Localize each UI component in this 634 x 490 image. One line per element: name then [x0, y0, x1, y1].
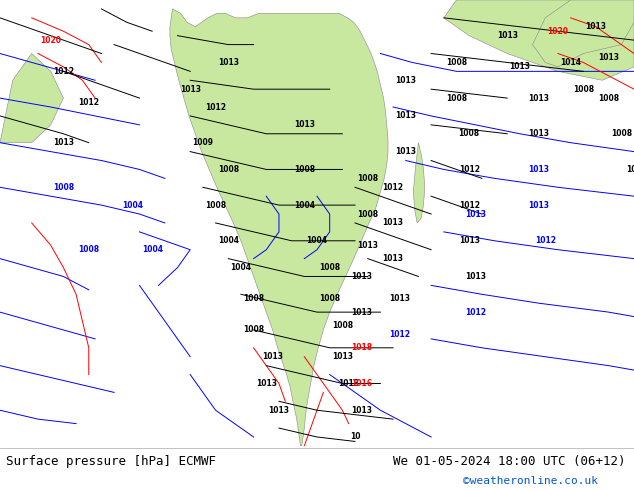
- Text: 1008: 1008: [446, 58, 467, 67]
- Text: 1008: 1008: [598, 94, 619, 102]
- Polygon shape: [413, 143, 425, 223]
- Text: 1008: 1008: [78, 245, 100, 254]
- Text: 1013: 1013: [389, 294, 410, 303]
- Text: 1013: 1013: [351, 308, 372, 317]
- Text: 1013: 1013: [528, 200, 550, 210]
- Text: 1013: 1013: [509, 62, 531, 72]
- Text: 10: 10: [350, 433, 360, 441]
- Text: 1012: 1012: [534, 236, 556, 245]
- Text: 1013: 1013: [458, 236, 480, 245]
- Text: 1012: 1012: [458, 165, 480, 174]
- Text: 1013: 1013: [395, 111, 417, 121]
- Text: 1013: 1013: [382, 219, 404, 227]
- Text: 1008: 1008: [243, 325, 264, 335]
- Text: 1013: 1013: [528, 94, 550, 102]
- Text: 1004: 1004: [122, 200, 144, 210]
- Text: 1013: 1013: [528, 129, 550, 138]
- Text: 1012: 1012: [78, 98, 100, 107]
- Text: 1012: 1012: [389, 330, 410, 339]
- Text: 1013: 1013: [395, 147, 417, 156]
- Text: 1004: 1004: [217, 236, 239, 245]
- Text: 1013: 1013: [256, 379, 277, 388]
- Text: 1008: 1008: [611, 129, 632, 138]
- Text: 1012: 1012: [382, 183, 404, 192]
- Text: 1008: 1008: [332, 321, 353, 330]
- Text: 1016: 1016: [351, 379, 372, 388]
- Polygon shape: [533, 0, 634, 67]
- Text: 1008: 1008: [217, 165, 239, 174]
- Text: 1008: 1008: [205, 200, 226, 210]
- Text: 1012: 1012: [205, 102, 226, 112]
- Text: 1013: 1013: [528, 165, 550, 174]
- Text: 1013: 1013: [382, 254, 404, 263]
- Text: 1004: 1004: [141, 245, 163, 254]
- Text: 1013: 1013: [53, 138, 74, 147]
- Text: ©weatheronline.co.uk: ©weatheronline.co.uk: [463, 476, 598, 486]
- Text: 1013: 1013: [585, 22, 607, 31]
- Text: 1008: 1008: [319, 294, 340, 303]
- Polygon shape: [444, 0, 634, 80]
- Text: 1013: 1013: [357, 241, 378, 250]
- Text: 1013: 1013: [294, 121, 315, 129]
- Text: 1020: 1020: [547, 27, 569, 36]
- Text: 1013: 1013: [496, 31, 518, 40]
- Text: 1013: 1013: [465, 210, 486, 219]
- Text: 1013: 1013: [268, 406, 290, 415]
- Text: 1013: 1013: [351, 272, 372, 281]
- Text: 1008: 1008: [243, 294, 264, 303]
- Text: 1014: 1014: [560, 58, 581, 67]
- Text: 1013: 1013: [351, 406, 372, 415]
- Text: We 01-05-2024 18:00 UTC (06+12): We 01-05-2024 18:00 UTC (06+12): [393, 455, 626, 468]
- Text: 1004: 1004: [294, 200, 315, 210]
- Text: 1009: 1009: [192, 138, 214, 147]
- Text: 1018: 1018: [351, 343, 372, 352]
- Text: 1008: 1008: [446, 94, 467, 102]
- Text: 100: 100: [626, 165, 634, 174]
- Text: 1012: 1012: [465, 308, 486, 317]
- Text: 1013: 1013: [217, 58, 239, 67]
- Text: 1008: 1008: [458, 129, 480, 138]
- Text: 1008: 1008: [357, 174, 378, 183]
- Text: 1008: 1008: [573, 85, 594, 94]
- Text: 1008: 1008: [53, 183, 74, 192]
- Polygon shape: [170, 9, 388, 446]
- Text: 1013: 1013: [395, 76, 417, 85]
- Text: 1008: 1008: [294, 165, 315, 174]
- Text: 1013: 1013: [598, 53, 619, 62]
- Text: 1008: 1008: [357, 210, 378, 219]
- Text: 1013: 1013: [262, 352, 283, 361]
- Text: 1012: 1012: [458, 200, 480, 210]
- Text: 1013: 1013: [465, 272, 486, 281]
- Text: 1013: 1013: [332, 352, 353, 361]
- Text: 1013: 1013: [179, 85, 201, 94]
- Polygon shape: [0, 53, 63, 143]
- Text: 1004: 1004: [230, 263, 252, 272]
- Text: 1008: 1008: [319, 263, 340, 272]
- Text: 1020: 1020: [40, 36, 61, 45]
- Text: 1012: 1012: [53, 67, 74, 76]
- Text: 1004: 1004: [306, 236, 328, 245]
- Text: 1013: 1013: [338, 379, 359, 388]
- Text: Surface pressure [hPa] ECMWF: Surface pressure [hPa] ECMWF: [6, 455, 216, 468]
